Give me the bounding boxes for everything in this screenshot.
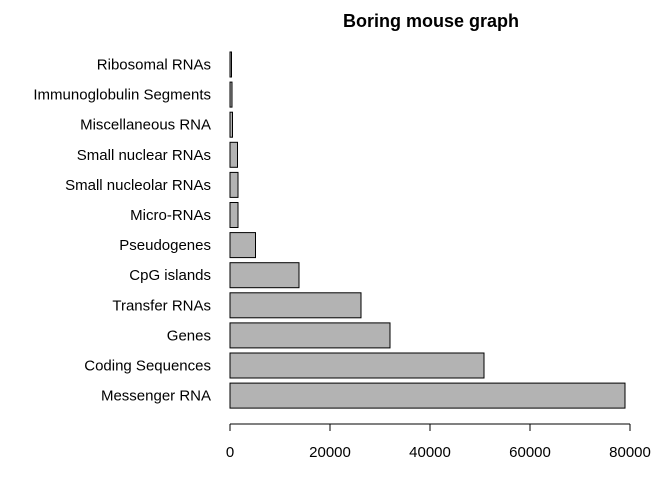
bar-immunoglobulin-segments (229, 81, 233, 108)
category-label: Ribosomal RNAs (97, 57, 211, 74)
bar-messenger-rna (229, 382, 626, 409)
bar-small-nucleolar-rnas (229, 171, 239, 198)
category-label: Messenger RNA (101, 388, 211, 405)
category-label: CpG islands (129, 267, 211, 284)
category-label: Pseudogenes (119, 237, 211, 254)
category-label: Miscellaneous RNA (80, 117, 211, 134)
bar-transfer-rnas (229, 292, 362, 319)
category-labels: Messenger RNA Coding Sequences Genes Transf… (33, 57, 211, 405)
category-label: Coding Sequences (84, 358, 211, 375)
bar-miscellaneous-rna (229, 111, 233, 138)
category-label: Immunoglobulin Segments (33, 87, 211, 104)
bars-group (229, 51, 626, 409)
category-label: Small nucleolar RNAs (65, 177, 211, 194)
bar-ribosomal-rnas (229, 51, 232, 78)
x-tick-label: 80000 (609, 444, 651, 461)
x-tick-label: 60000 (509, 444, 551, 461)
bar-genes (229, 322, 391, 349)
category-label: Small nuclear RNAs (77, 147, 211, 164)
category-label: Transfer RNAs (112, 297, 211, 314)
x-tick-label: 40000 (409, 444, 451, 461)
bar-small-nuclear-rnas (229, 141, 238, 168)
chart-title: Boring mouse graph (343, 11, 519, 31)
category-label: Genes (167, 327, 211, 344)
category-label: Micro-RNAs (130, 207, 211, 224)
bar-coding-sequences (229, 352, 485, 379)
bar-pseudogenes (229, 232, 256, 259)
bar-micro-rnas (229, 202, 239, 228)
x-axis: 0 20000 40000 60000 80000 (226, 423, 651, 461)
x-tick-label: 20000 (309, 444, 351, 461)
x-tick-label: 0 (226, 444, 234, 461)
bar-cpg-islands (229, 262, 300, 289)
